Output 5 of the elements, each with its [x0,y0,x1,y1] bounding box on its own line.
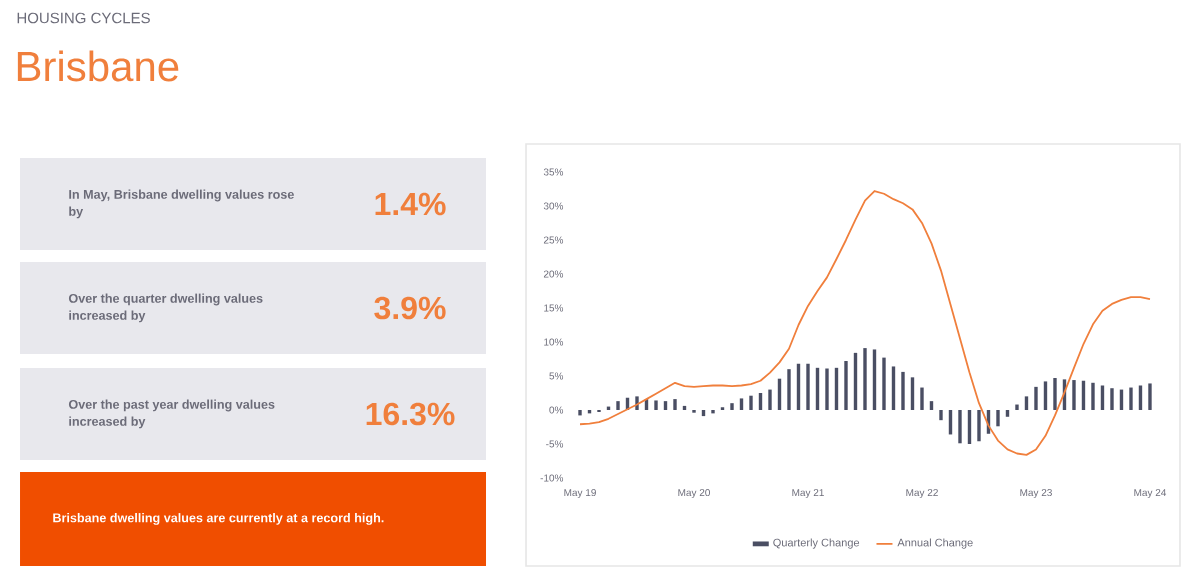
text: 16.3% [366,402,455,426]
text: 1.4% [375,192,446,216]
line-series [579,190,1151,456]
text: Brisbane [17,50,179,82]
text: 3.9% [374,296,446,320]
